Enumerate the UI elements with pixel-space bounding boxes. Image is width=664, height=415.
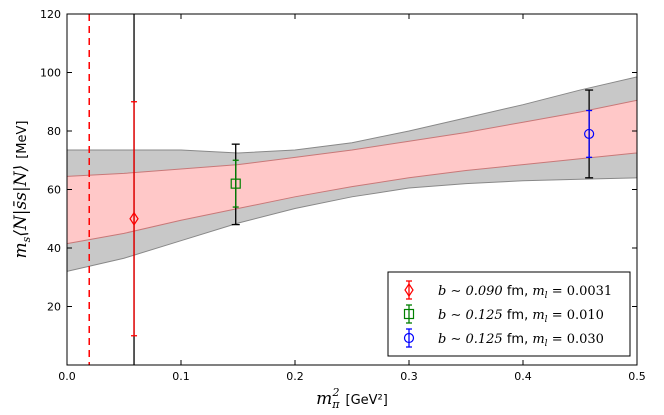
x-tick-label: 0.0 [58, 370, 76, 383]
data-point-square [230, 178, 241, 189]
y-axis-sub: s [20, 236, 33, 242]
x-axis-sub: π [331, 398, 340, 411]
y-tick-label: 20 [47, 301, 61, 314]
x-axis-sup: 2 [332, 386, 340, 399]
y-axis-symbol: m [11, 242, 31, 258]
fit-bands [66, 76, 638, 273]
data-point-diamond [129, 211, 139, 226]
x-axis-unit: [GeV²] [346, 393, 388, 408]
x-tick-label: 0.2 [286, 370, 304, 383]
legend-entry-label: b ∼ 0.125 fm, ml = 0.010 [438, 308, 604, 325]
legend-marker-circle [403, 332, 415, 344]
y-tick-label: 60 [47, 184, 61, 197]
legend-entry-label: b ∼ 0.125 fm, ml = 0.030 [438, 332, 604, 349]
x-axis-symbol: m [316, 389, 332, 409]
x-tick-label: 0.3 [400, 370, 418, 383]
y-axis-unit: [MeV] [15, 121, 30, 159]
x-axis-label: mπ2 [GeV²] [316, 386, 388, 411]
legend-marker-square [403, 308, 415, 320]
axis-ticks: 0.0 0.1 0.2 0.3 0.4 0.5 20 40 60 80 100 120 [40, 8, 646, 383]
legend-marker-diamond [404, 282, 414, 298]
legend-box [387, 271, 631, 357]
y-tick-label: 100 [40, 67, 61, 80]
x-tick-label: 0.1 [172, 370, 190, 383]
y-tick-label: 120 [40, 8, 61, 21]
y-axis-ket: |N⟩ [11, 165, 31, 192]
data-point-circle [584, 128, 595, 140]
legend-entry-label: b ∼ 0.090 fm, ml = 0.0031 [438, 284, 612, 301]
y-axis-op: s̄s [11, 192, 31, 210]
y-tick-label: 80 [47, 125, 61, 138]
y-axis-bra: ⟨N| [11, 209, 31, 236]
x-tick-label: 0.5 [628, 370, 646, 383]
legend: b ∼ 0.090 fm, ml = 0.0031 b ∼ 0.125 fm, m… [387, 271, 631, 357]
data-points [129, 101, 595, 337]
x-tick-label: 0.4 [514, 370, 532, 383]
y-tick-label: 40 [47, 242, 61, 255]
y-axis-label: ms⟨N|s̄s|N⟩ [MeV] [11, 121, 33, 259]
